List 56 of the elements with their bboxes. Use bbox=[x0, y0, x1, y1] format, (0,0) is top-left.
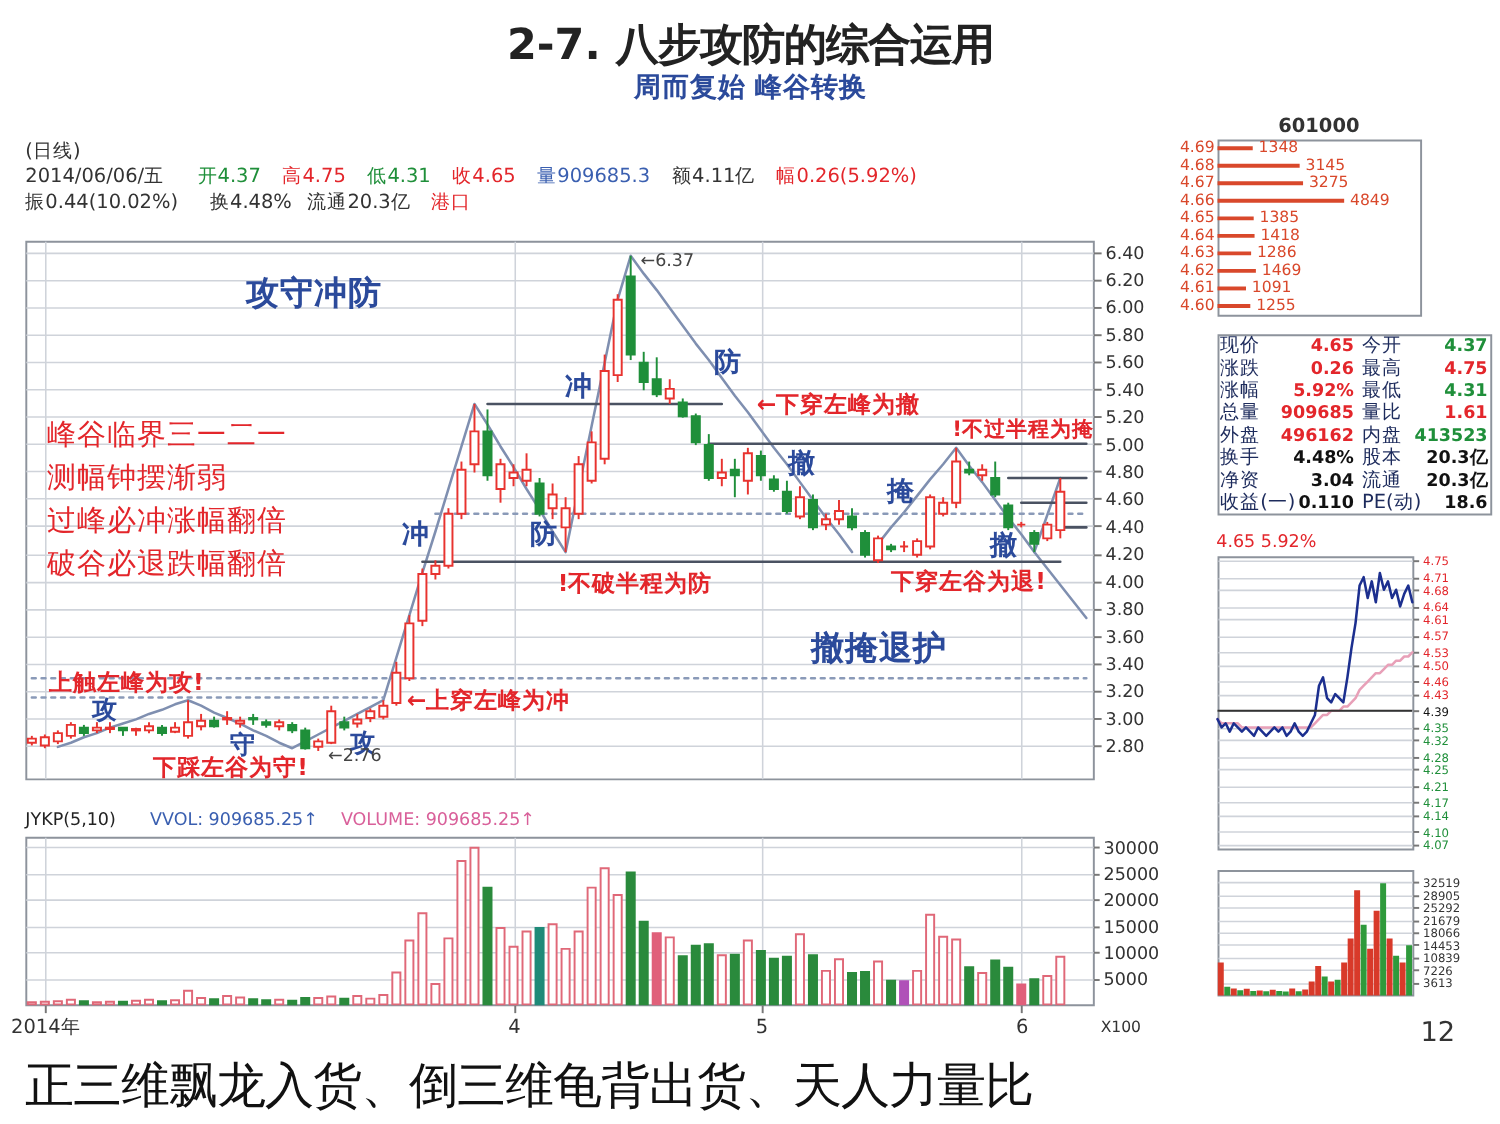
text: 净资 bbox=[1220, 467, 1261, 492]
data-label: 1385 bbox=[1259, 208, 1300, 227]
text: 0.110 bbox=[1298, 494, 1354, 515]
text: 1.61 bbox=[1444, 404, 1488, 425]
text: 4.48% bbox=[1293, 449, 1355, 470]
text: 4.31 bbox=[1444, 382, 1488, 403]
chart-title: 4.65 5.92% bbox=[1216, 532, 1317, 553]
y-tick-label: 4.68 bbox=[1179, 155, 1215, 174]
text: 流通 bbox=[1362, 467, 1403, 492]
data-label: 1469 bbox=[1261, 260, 1302, 279]
text: 413523 bbox=[1414, 426, 1488, 447]
y-tick-label: 4.65 bbox=[1179, 208, 1215, 227]
text: 量比 bbox=[1362, 400, 1403, 425]
text: 换手 bbox=[1220, 445, 1261, 470]
data-label: 1348 bbox=[1258, 138, 1299, 157]
y-tick-label: 4.69 bbox=[1179, 138, 1215, 157]
text: 今开 bbox=[1362, 333, 1403, 358]
text: 总量 bbox=[1218, 400, 1261, 425]
text: 0.26 bbox=[1310, 359, 1354, 380]
text: 4.37 bbox=[1444, 337, 1488, 358]
text: 4.75 bbox=[1444, 359, 1488, 380]
text: 20.3亿 bbox=[1426, 469, 1490, 492]
data-label: 1255 bbox=[1256, 295, 1296, 314]
text: PE(动) bbox=[1362, 492, 1422, 515]
text: 收益(一) bbox=[1220, 490, 1296, 515]
text: 5.92% bbox=[1293, 382, 1355, 403]
y-tick-label: 4.63 bbox=[1179, 243, 1215, 262]
text: 4.65 bbox=[1310, 337, 1354, 358]
chart-title: 601000 bbox=[1278, 115, 1360, 138]
data-label: 1091 bbox=[1251, 278, 1292, 297]
text: 496162 bbox=[1280, 426, 1354, 447]
text: 正三维飘龙入货、倒三维龟背出货、天人力量比 bbox=[25, 1055, 1034, 1114]
y-tick-label: 4.60 bbox=[1179, 295, 1215, 314]
text: 3.04 bbox=[1310, 471, 1354, 492]
text: 现价 bbox=[1220, 333, 1261, 358]
y-tick-label: 4.64 bbox=[1179, 225, 1215, 244]
y-tick-label: 4.61 bbox=[1179, 278, 1215, 297]
text: 涨跌 bbox=[1220, 355, 1261, 380]
text: 内盘 bbox=[1362, 422, 1403, 447]
text: 18.6 bbox=[1444, 494, 1488, 515]
text: 股本 bbox=[1362, 445, 1403, 470]
data-label: 4849 bbox=[1350, 190, 1390, 209]
text: 最高 bbox=[1362, 355, 1403, 380]
text: 909685 bbox=[1280, 404, 1354, 425]
text: 20.3亿 bbox=[1426, 447, 1490, 470]
y-tick-label: 4.67 bbox=[1179, 173, 1215, 192]
data-label: 1286 bbox=[1256, 243, 1297, 262]
text: 最低 bbox=[1362, 380, 1403, 403]
data-label: 1418 bbox=[1260, 225, 1301, 244]
text: 涨幅 bbox=[1220, 378, 1261, 403]
data-label: 3145 bbox=[1305, 155, 1346, 174]
text: 12 bbox=[1420, 1017, 1456, 1050]
y-tick-label: 4.62 bbox=[1179, 260, 1215, 279]
y-tick-label: 4.66 bbox=[1179, 190, 1215, 209]
data-label: 3275 bbox=[1308, 173, 1349, 192]
text: 外盘 bbox=[1220, 422, 1261, 447]
